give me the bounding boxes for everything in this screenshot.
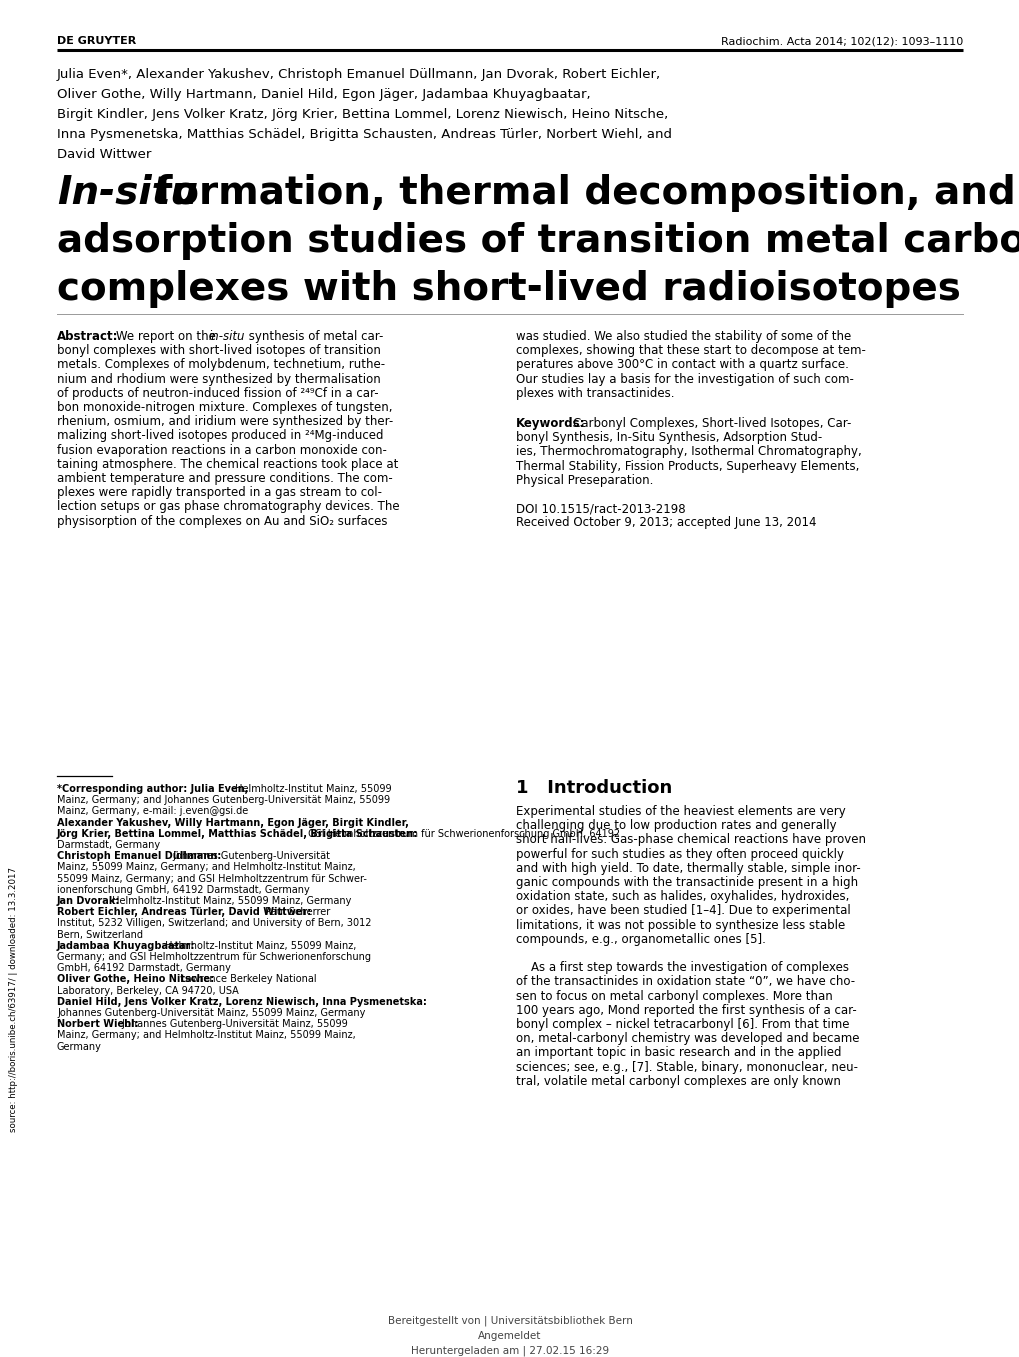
- Text: Jörg Krier, Bettina Lommel, Matthias Schädel, Brigitta Schausten:: Jörg Krier, Bettina Lommel, Matthias Sch…: [57, 829, 418, 839]
- Text: David Wittwer: David Wittwer: [57, 148, 151, 161]
- Text: ganic compounds with the transactinide present in a high: ganic compounds with the transactinide p…: [516, 877, 857, 889]
- Text: GmbH, 64192 Darmstadt, Germany: GmbH, 64192 Darmstadt, Germany: [57, 963, 230, 973]
- Text: Helmholtz-Institut Mainz, 55099 Mainz,: Helmholtz-Institut Mainz, 55099 Mainz,: [162, 940, 356, 951]
- Text: challenging due to low production rates and generally: challenging due to low production rates …: [516, 820, 836, 832]
- Text: and with high yield. To date, thermally stable, simple inor-: and with high yield. To date, thermally …: [516, 862, 860, 875]
- Text: short half-lives. Gas-phase chemical reactions have proven: short half-lives. Gas-phase chemical rea…: [516, 833, 865, 847]
- Text: Lawrence Berkeley National: Lawrence Berkeley National: [177, 974, 316, 984]
- Text: fusion evaporation reactions in a carbon monoxide con-: fusion evaporation reactions in a carbon…: [57, 444, 386, 456]
- Text: Bereitgestellt von | Universitätsbibliothek Bern: Bereitgestellt von | Universitätsbibliot…: [387, 1316, 632, 1327]
- Text: on, metal-carbonyl chemistry was developed and became: on, metal-carbonyl chemistry was develop…: [516, 1033, 859, 1045]
- Text: compounds, e.g., organometallic ones [5].: compounds, e.g., organometallic ones [5]…: [516, 932, 765, 946]
- Text: Johannes Gutenberg-Universität: Johannes Gutenberg-Universität: [170, 851, 330, 862]
- Text: Abstract:: Abstract:: [57, 330, 118, 343]
- Text: Christoph Emanuel Düllmann:: Christoph Emanuel Düllmann:: [57, 851, 221, 862]
- Text: lection setups or gas phase chromatography devices. The: lection setups or gas phase chromatograp…: [57, 501, 399, 513]
- Text: physisorption of the complexes on Au and SiO₂ surfaces: physisorption of the complexes on Au and…: [57, 514, 387, 528]
- Text: Norbert Wiehl:: Norbert Wiehl:: [57, 1019, 139, 1029]
- Text: in-situ: in-situ: [209, 330, 246, 343]
- Text: Our studies lay a basis for the investigation of such com-: Our studies lay a basis for the investig…: [516, 373, 853, 385]
- Text: limitations, it was not possible to synthesize less stable: limitations, it was not possible to synt…: [516, 919, 845, 932]
- Text: nium and rhodium were synthesized by thermalisation: nium and rhodium were synthesized by the…: [57, 373, 380, 385]
- Text: GSI Helmholtzzentrum für Schwerionenforschung GmbH, 64192: GSI Helmholtzzentrum für Schwerionenfors…: [305, 829, 620, 839]
- Text: ionenforschung GmbH, 64192 Darmstadt, Germany: ionenforschung GmbH, 64192 Darmstadt, Ge…: [57, 885, 310, 894]
- Text: taining atmosphere. The chemical reactions took place at: taining atmosphere. The chemical reactio…: [57, 457, 398, 471]
- Text: Julia Even*, Alexander Yakushev, Christoph Emanuel Düllmann, Jan Dvorak, Robert : Julia Even*, Alexander Yakushev, Christo…: [57, 68, 660, 81]
- Text: Thermal Stability, Fission Products, Superheavy Elements,: Thermal Stability, Fission Products, Sup…: [516, 460, 859, 472]
- Text: In-situ: In-situ: [57, 174, 198, 212]
- Text: Angemeldet: Angemeldet: [478, 1331, 541, 1341]
- Text: Received October 9, 2013; accepted June 13, 2014: Received October 9, 2013; accepted June …: [516, 516, 815, 529]
- Text: of products of neutron-induced fission of ²⁴⁹Cf in a car-: of products of neutron-induced fission o…: [57, 387, 378, 400]
- Text: Alexander Yakushev, Willy Hartmann, Egon Jäger, Birgit Kindler,: Alexander Yakushev, Willy Hartmann, Egon…: [57, 818, 409, 828]
- Text: 55099 Mainz, Germany; and GSI Helmholtzzentrum für Schwer-: 55099 Mainz, Germany; and GSI Helmholtzz…: [57, 874, 367, 883]
- Text: Bern, Switzerland: Bern, Switzerland: [57, 930, 143, 939]
- Text: malizing short-lived isotopes produced in ²⁴Mg-induced: malizing short-lived isotopes produced i…: [57, 429, 383, 442]
- Text: Jadambaa Khuyagbaatar:: Jadambaa Khuyagbaatar:: [57, 940, 196, 951]
- Text: Heruntergeladen am | 27.02.15 16:29: Heruntergeladen am | 27.02.15 16:29: [411, 1346, 608, 1357]
- Text: Mainz, Germany; and Johannes Gutenberg-Universität Mainz, 55099: Mainz, Germany; and Johannes Gutenberg-U…: [57, 795, 389, 805]
- Text: As a first step towards the investigation of complexes: As a first step towards the investigatio…: [516, 961, 848, 974]
- Text: Inna Pysmenetska, Matthias Schädel, Brigitta Schausten, Andreas Türler, Norbert : Inna Pysmenetska, Matthias Schädel, Brig…: [57, 128, 672, 141]
- Text: ies, Thermochromatography, Isothermal Chromatography,: ies, Thermochromatography, Isothermal Ch…: [516, 445, 861, 459]
- Text: complexes, showing that these start to decompose at tem-: complexes, showing that these start to d…: [516, 345, 865, 357]
- Text: an important topic in basic research and in the applied: an important topic in basic research and…: [516, 1046, 841, 1060]
- Text: Birgit Kindler, Jens Volker Kratz, Jörg Krier, Bettina Lommel, Lorenz Niewisch, : Birgit Kindler, Jens Volker Kratz, Jörg …: [57, 109, 667, 121]
- Text: *Corresponding author: Julia Even,: *Corresponding author: Julia Even,: [57, 784, 249, 794]
- Text: Johannes Gutenberg-Universität Mainz, 55099: Johannes Gutenberg-Universität Mainz, 55…: [119, 1019, 347, 1029]
- Text: Helmholtz-Institut Mainz, 55099: Helmholtz-Institut Mainz, 55099: [231, 784, 391, 794]
- Text: plexes were rapidly transported in a gas stream to col-: plexes were rapidly transported in a gas…: [57, 486, 382, 499]
- Text: Johannes Gutenberg-Universität Mainz, 55099 Mainz, Germany: Johannes Gutenberg-Universität Mainz, 55…: [57, 1008, 365, 1018]
- Text: Oliver Gothe, Willy Hartmann, Daniel Hild, Egon Jäger, Jadambaa Khuyagbaatar,: Oliver Gothe, Willy Hartmann, Daniel Hil…: [57, 88, 590, 100]
- Text: 1   Introduction: 1 Introduction: [516, 779, 672, 797]
- Text: Physical Preseparation.: Physical Preseparation.: [516, 474, 653, 487]
- Text: Experimental studies of the heaviest elements are very: Experimental studies of the heaviest ele…: [516, 805, 845, 818]
- Text: Darmstadt, Germany: Darmstadt, Germany: [57, 840, 160, 849]
- Text: oxidation state, such as halides, oxyhalides, hydroxides,: oxidation state, such as halides, oxyhal…: [516, 890, 849, 904]
- Text: formation, thermal decomposition, and: formation, thermal decomposition, and: [142, 174, 1015, 212]
- Text: bonyl Synthesis, In-Situ Synthesis, Adsorption Stud-: bonyl Synthesis, In-Situ Synthesis, Adso…: [516, 432, 821, 444]
- Text: sen to focus on metal carbonyl complexes. More than: sen to focus on metal carbonyl complexes…: [516, 989, 832, 1003]
- Text: bonyl complex – nickel tetracarbonyl [6]. From that time: bonyl complex – nickel tetracarbonyl [6]…: [516, 1018, 849, 1031]
- Text: Robert Eichler, Andreas Türler, David Wittwer:: Robert Eichler, Andreas Türler, David Wi…: [57, 908, 311, 917]
- Text: metals. Complexes of molybdenum, technetium, ruthe-: metals. Complexes of molybdenum, technet…: [57, 358, 385, 372]
- Text: peratures above 300°C in contact with a quartz surface.: peratures above 300°C in contact with a …: [516, 358, 848, 372]
- Text: Daniel Hild, Jens Volker Kratz, Lorenz Niewisch, Inna Pysmenetska:: Daniel Hild, Jens Volker Kratz, Lorenz N…: [57, 997, 427, 1007]
- Text: tral, volatile metal carbonyl complexes are only known: tral, volatile metal carbonyl complexes …: [516, 1075, 840, 1088]
- Text: powerful for such studies as they often proceed quickly: powerful for such studies as they often …: [516, 848, 843, 860]
- Text: DOI 10.1515/ract-2013-2198: DOI 10.1515/ract-2013-2198: [516, 502, 685, 516]
- Text: Mainz, Germany; and Helmholtz-Institut Mainz, 55099 Mainz,: Mainz, Germany; and Helmholtz-Institut M…: [57, 1030, 356, 1041]
- Text: DE GRUYTER: DE GRUYTER: [57, 37, 137, 46]
- Text: Oliver Gothe, Heino Nitsche:: Oliver Gothe, Heino Nitsche:: [57, 974, 214, 984]
- Text: 100 years ago, Mond reported the first synthesis of a car-: 100 years ago, Mond reported the first s…: [516, 1004, 856, 1016]
- Text: of the transactinides in oxidation state “0”, we have cho-: of the transactinides in oxidation state…: [516, 976, 854, 988]
- Text: Laboratory, Berkeley, CA 94720, USA: Laboratory, Berkeley, CA 94720, USA: [57, 985, 238, 996]
- Text: Radiochim. Acta 2014; 102(12): 1093–1110: Radiochim. Acta 2014; 102(12): 1093–1110: [720, 37, 962, 46]
- Text: or oxides, have been studied [1–4]. Due to experimental: or oxides, have been studied [1–4]. Due …: [516, 904, 850, 917]
- Text: ambient temperature and pressure conditions. The com-: ambient temperature and pressure conditi…: [57, 472, 392, 484]
- Text: Institut, 5232 Villigen, Switzerland; and University of Bern, 3012: Institut, 5232 Villigen, Switzerland; an…: [57, 919, 371, 928]
- Text: Paul Scherrer: Paul Scherrer: [262, 908, 330, 917]
- Text: Jan Dvorak:: Jan Dvorak:: [57, 896, 120, 906]
- Text: We report on the: We report on the: [116, 330, 219, 343]
- Text: plexes with transactinides.: plexes with transactinides.: [516, 387, 674, 400]
- Text: synthesis of metal car-: synthesis of metal car-: [245, 330, 383, 343]
- Text: Keywords:: Keywords:: [516, 417, 585, 430]
- Text: adsorption studies of transition metal carbonyl: adsorption studies of transition metal c…: [57, 223, 1019, 261]
- Text: complexes with short-lived radioisotopes: complexes with short-lived radioisotopes: [57, 270, 960, 308]
- Text: was studied. We also studied the stability of some of the: was studied. We also studied the stabili…: [516, 330, 851, 343]
- Text: bon monoxide-nitrogen mixture. Complexes of tungsten,: bon monoxide-nitrogen mixture. Complexes…: [57, 402, 392, 414]
- Text: Mainz, Germany, e-mail: j.even@gsi.de: Mainz, Germany, e-mail: j.even@gsi.de: [57, 806, 248, 817]
- Text: Germany: Germany: [57, 1042, 102, 1052]
- Text: rhenium, osmium, and iridium were synthesized by ther-: rhenium, osmium, and iridium were synthe…: [57, 415, 393, 429]
- Text: sciences; see, e.g., [7]. Stable, binary, mononuclear, neu-: sciences; see, e.g., [7]. Stable, binary…: [516, 1061, 857, 1073]
- Text: bonyl complexes with short-lived isotopes of transition: bonyl complexes with short-lived isotope…: [57, 345, 380, 357]
- Text: source: http://boris.unibe.ch/63917/ | downloaded: 13.3.2017: source: http://boris.unibe.ch/63917/ | d…: [9, 867, 18, 1133]
- Text: Helmholtz-Institut Mainz, 55099 Mainz, Germany: Helmholtz-Institut Mainz, 55099 Mainz, G…: [109, 896, 351, 906]
- Text: Germany; and GSI Helmholtzzentrum für Schwerionenforschung: Germany; and GSI Helmholtzzentrum für Sc…: [57, 953, 371, 962]
- Text: Carbonyl Complexes, Short-lived Isotopes, Car-: Carbonyl Complexes, Short-lived Isotopes…: [573, 417, 851, 430]
- Text: Mainz, 55099 Mainz, Germany; and Helmholtz-Institut Mainz,: Mainz, 55099 Mainz, Germany; and Helmhol…: [57, 863, 356, 873]
